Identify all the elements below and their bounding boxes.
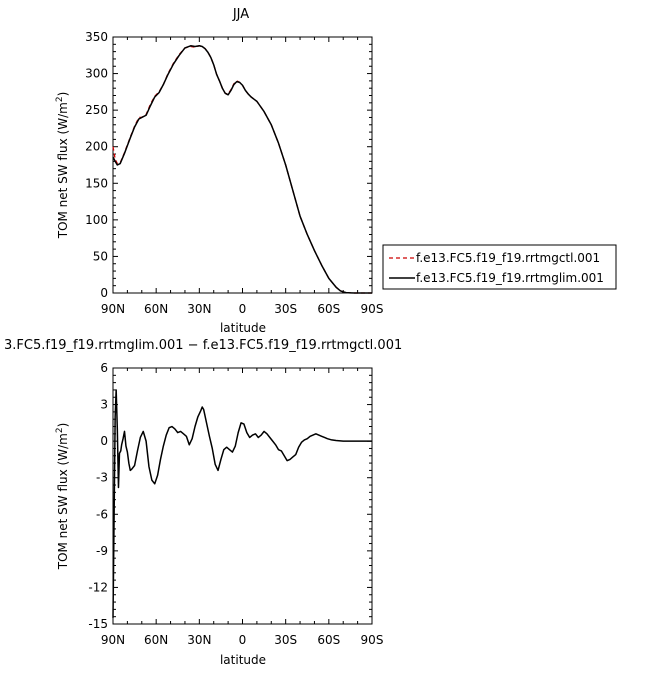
bottom-series-lines xyxy=(112,389,372,618)
top-x-tick-label: 0 xyxy=(239,302,247,316)
legend: f.e13.FC5.f19_f19.rrtmgctl.001 f.e13.FC5… xyxy=(382,244,617,290)
top-x-axis-label: latitude xyxy=(220,321,266,335)
top-series-line-0 xyxy=(112,45,372,294)
top-x-tick-label: 90S xyxy=(361,302,384,316)
bottom-x-tick-label: 30S xyxy=(274,633,297,647)
top-series-lines xyxy=(112,45,372,294)
top-ticks: 90N 60N 30N 0 30S 60S 90S 0 50 100 150 200 250 300 350 xyxy=(85,30,383,316)
bottom-x-tick-label: 30N xyxy=(187,633,211,647)
top-y-tick-label: 150 xyxy=(85,176,108,190)
bottom-plot-frame xyxy=(112,367,373,625)
bottom-y-tick-label: -3 xyxy=(96,471,108,485)
bottom-y-tick-label: -15 xyxy=(88,617,108,631)
bottom-y-tick-label: -6 xyxy=(96,507,108,521)
top-x-tick-label: 60N xyxy=(144,302,168,316)
top-y-axis-label: TOM net SW flux (W/m2) xyxy=(55,92,70,240)
bottom-y-axis-label: TOM net SW flux (W/m2) xyxy=(55,423,70,571)
top-y-tick-label: 250 xyxy=(85,103,108,117)
top-series-line-1 xyxy=(112,45,372,294)
top-x-tick-label: 30N xyxy=(187,302,211,316)
bottom-x-tick-label: 90N xyxy=(101,633,125,647)
bottom-panel-title: 3.FC5.f19_f19.rrtmglim.001 − f.e13.FC5.f… xyxy=(4,338,402,353)
bottom-x-tick-label: 0 xyxy=(239,633,247,647)
top-panel-title: JJA xyxy=(232,7,249,22)
bottom-panel: 3.FC5.f19_f19.rrtmglim.001 − f.e13.FC5.f… xyxy=(4,338,402,667)
bottom-ticks: 90N 60N 30N 0 30S 60S 90S 6 3 0 -3 -6 -9 -12 -15 xyxy=(88,361,383,647)
top-x-tick-label: 30S xyxy=(274,302,297,316)
top-y-tick-label: 100 xyxy=(85,213,108,227)
bottom-x-axis-label: latitude xyxy=(220,653,266,667)
top-y-tick-label: 300 xyxy=(85,67,108,81)
bottom-y-tick-label: 6 xyxy=(100,361,108,375)
top-y-tick-label: 350 xyxy=(85,30,108,44)
top-y-tick-label: 50 xyxy=(93,249,108,263)
bottom-y-tick-label: -12 xyxy=(88,580,108,594)
top-x-tick-label: 60S xyxy=(317,302,340,316)
bottom-y-tick-label: -9 xyxy=(96,544,108,558)
top-y-tick-label: 0 xyxy=(100,286,108,300)
bottom-x-tick-label: 60N xyxy=(144,633,168,647)
legend-entry-ctl: f.e13.FC5.f19_f19.rrtmgctl.001 xyxy=(416,251,600,265)
top-y-tick-label: 200 xyxy=(85,140,108,154)
bottom-y-tick-label: 0 xyxy=(100,434,108,448)
top-panel: JJA 90N 60N 30N 0 30S 60S 90S 0 50 100 150 200 250 30… xyxy=(55,7,383,335)
top-x-tick-label: 90N xyxy=(101,302,125,316)
legend-entry-lim: f.e13.FC5.f19_f19.rrtmglim.001 xyxy=(416,271,604,285)
top-plot-frame xyxy=(112,36,373,294)
legend-box xyxy=(382,244,617,290)
bottom-series-line-0 xyxy=(112,389,372,618)
bottom-x-tick-label: 60S xyxy=(317,633,340,647)
bottom-y-tick-label: 3 xyxy=(100,398,108,412)
bottom-x-tick-label: 90S xyxy=(361,633,384,647)
